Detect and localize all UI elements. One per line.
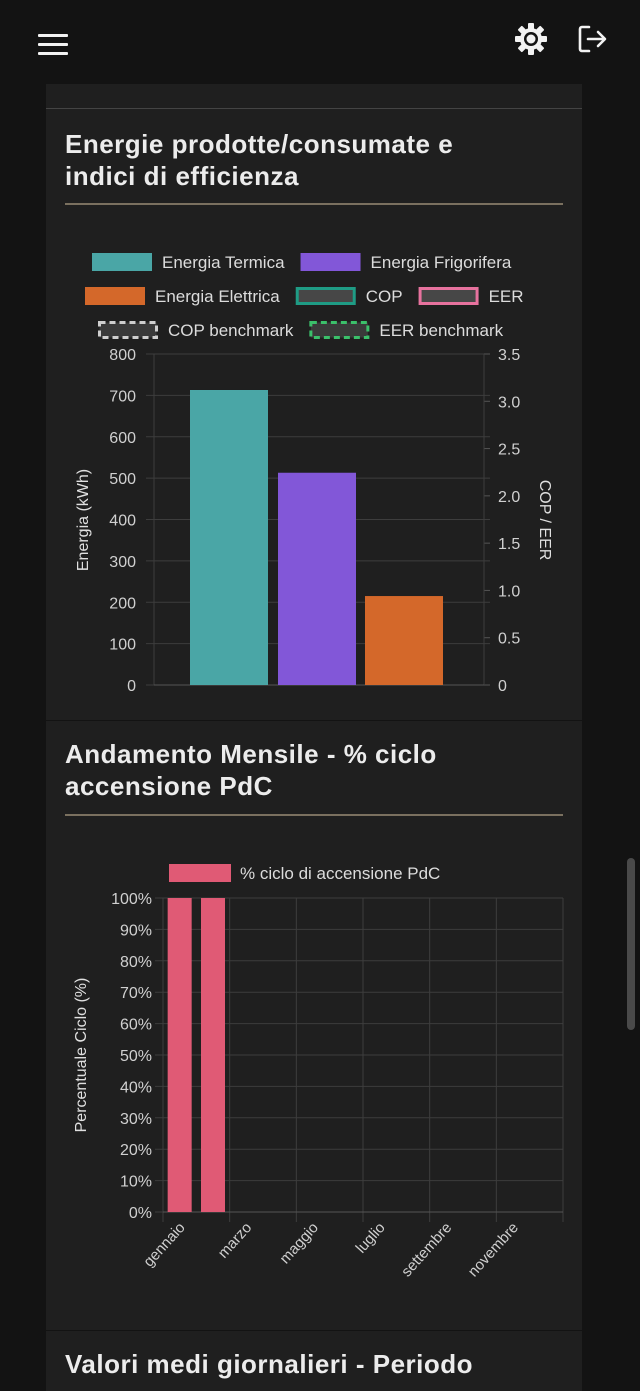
section-title-line: accensione PdC xyxy=(65,771,273,801)
y-tick-label: 40% xyxy=(120,1079,152,1096)
scrollbar[interactable] xyxy=(627,858,635,1030)
x-tick-label: maggio xyxy=(276,1219,322,1267)
bar-febbraio xyxy=(201,898,225,1212)
y-tick-label: 400 xyxy=(109,513,136,530)
y-tick-label: 600 xyxy=(109,430,136,447)
legend-swatch xyxy=(300,253,361,271)
legend-swatch xyxy=(169,864,231,882)
x-tick-label: luglio xyxy=(353,1219,389,1256)
bar-energia-frigorifera xyxy=(278,472,356,685)
legend-swatch xyxy=(98,321,158,339)
y-axis-title: Percentuale Ciclo (%) xyxy=(73,978,90,1133)
legend-label: COP xyxy=(366,287,403,306)
y2-tick-label: 2.0 xyxy=(498,489,520,506)
y-tick-label: 80% xyxy=(120,954,152,971)
section-title-line: Energie prodotte/consumate e xyxy=(65,129,454,159)
section-title-daily: Valori medi giornalieri - Periodo xyxy=(65,1349,474,1379)
hamburger-icon[interactable] xyxy=(38,34,68,56)
legend-swatch xyxy=(295,287,356,305)
section-title-monthly: Andamento Mensile - % ciclo accensione P… xyxy=(65,738,565,802)
top-bar xyxy=(0,0,640,84)
y2-tick-label: 1.5 xyxy=(498,536,520,553)
x-tick-label: novembre xyxy=(465,1219,522,1280)
section-title-line: indici di efficienza xyxy=(65,161,299,191)
logout-icon[interactable] xyxy=(576,22,610,56)
y-axis-title: Energia (kWh) xyxy=(75,469,92,571)
y-tick-label: 30% xyxy=(120,1111,152,1128)
legend-swatch xyxy=(418,287,479,305)
y-tick-label: 800 xyxy=(109,347,136,364)
y2-tick-label: 2.5 xyxy=(498,442,520,459)
daily-panel xyxy=(46,1331,582,1391)
y-tick-label: 500 xyxy=(109,471,136,488)
y-tick-label: 90% xyxy=(120,922,152,939)
y-tick-label: 300 xyxy=(109,554,136,571)
legend-label: EER benchmark xyxy=(379,321,503,340)
y-tick-label: 0 xyxy=(127,678,136,695)
x-tick-label: gennaio xyxy=(140,1219,188,1270)
legend-label: Energia Termica xyxy=(162,253,285,272)
gear-icon[interactable] xyxy=(514,22,548,56)
energy-chart: Energia Termica Energia Frigorifera Energi… xyxy=(75,253,553,695)
divider xyxy=(46,108,582,109)
y2-tick-label: 0 xyxy=(498,678,507,695)
monthly-chart: % ciclo di accensione PdC 100% 90% 80% 70% 60… xyxy=(73,864,564,1280)
legend-label: % ciclo di accensione PdC xyxy=(240,864,440,883)
y2-tick-label: 1.0 xyxy=(498,583,520,600)
legend-swatch xyxy=(309,321,370,339)
title-rule xyxy=(65,203,563,205)
legend-label: Energia Frigorifera xyxy=(371,253,512,272)
y-tick-label: 700 xyxy=(109,388,136,405)
section-title-line: Andamento Mensile - % ciclo xyxy=(65,739,437,769)
y-tick-label: 60% xyxy=(120,1017,152,1034)
y-tick-label: 10% xyxy=(120,1174,152,1191)
y2-tick-label: 0.5 xyxy=(498,631,520,648)
bar-energia-elettrica xyxy=(365,596,443,685)
y-tick-label: 0% xyxy=(129,1205,152,1222)
legend-swatch xyxy=(85,287,145,305)
y2-axis-title: COP / EER xyxy=(536,480,553,561)
y-tick-label: 100% xyxy=(111,891,152,908)
bar-energia-termica xyxy=(190,389,268,685)
legend-label: COP benchmark xyxy=(168,321,294,340)
y-tick-label: 70% xyxy=(120,985,152,1002)
x-tick-label: marzo xyxy=(215,1219,256,1261)
legend-swatch xyxy=(92,253,152,271)
y-tick-label: 200 xyxy=(109,595,136,612)
x-tick-label: settembre xyxy=(398,1219,455,1280)
legend-label: EER xyxy=(489,287,524,306)
y-tick-label: 100 xyxy=(109,637,136,654)
legend-label: Energia Elettrica xyxy=(155,287,280,306)
y-tick-label: 20% xyxy=(120,1142,152,1159)
y-tick-label: 50% xyxy=(120,1048,152,1065)
section-title-energy: Energie prodotte/consumate e indici di e… xyxy=(65,128,565,192)
y2-tick-label: 3.0 xyxy=(498,394,520,411)
bar-gennaio xyxy=(167,898,192,1212)
y2-tick-label: 3.5 xyxy=(498,347,520,364)
monthly-panel xyxy=(46,721,582,1330)
title-rule xyxy=(65,814,563,816)
